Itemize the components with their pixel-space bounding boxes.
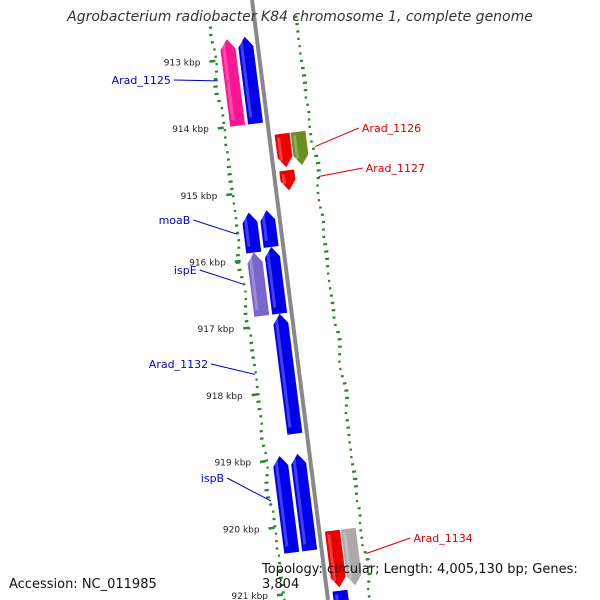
gene-arrow-highlight xyxy=(281,174,286,185)
gene-arrow xyxy=(238,36,263,125)
label-leader-line xyxy=(199,269,244,285)
gene-arrow xyxy=(291,453,318,552)
gene-arrow-highlight xyxy=(243,216,251,247)
gene-arrow-highlight xyxy=(277,137,283,162)
gc-skew-mark xyxy=(301,74,307,77)
gene-arrow xyxy=(340,527,362,586)
gene-arrow xyxy=(242,212,262,254)
ruler-tick-label: 918 kbp xyxy=(206,392,243,402)
gc-skew-mark xyxy=(367,565,372,568)
ruler-tick-label: 915 kbp xyxy=(181,192,218,202)
gc-skew-mark xyxy=(353,484,359,488)
gene-arrow-highlight xyxy=(266,250,277,308)
backbone-ring xyxy=(250,0,330,600)
gc-skew-mark xyxy=(264,488,269,492)
label-leader-line xyxy=(210,363,256,375)
gene-arrow-highlight xyxy=(343,532,352,580)
feature-label: Arad_1134 xyxy=(413,532,472,545)
gene-arrow-highlight xyxy=(274,459,289,547)
gene-arrow xyxy=(273,313,303,435)
ruler-tick-label: 920 kbp xyxy=(223,525,260,535)
gc-skew-mark xyxy=(352,477,358,481)
ruler-tick xyxy=(217,126,224,130)
gc-skew-mark xyxy=(365,557,370,561)
label-leader-line xyxy=(314,127,360,147)
feature-labels: Arad_1125 Arad_1126 Arad_1127 moaB ispE Arad_… xyxy=(112,74,473,554)
label-leader-line xyxy=(318,167,363,178)
gc-skew-mark xyxy=(367,572,372,576)
gene-arrow-highlight xyxy=(261,213,268,241)
ruler-tick xyxy=(209,59,216,63)
ruler-tick-label: 919 kbp xyxy=(214,459,251,469)
gene-arrow-highlight xyxy=(334,594,339,600)
accession-text: Accession: NC_011985 xyxy=(9,577,157,592)
gene-arrow xyxy=(260,210,279,248)
gene-arrow-highlight xyxy=(327,534,337,582)
gc-skew-mark xyxy=(316,169,321,172)
gc-skew-mark xyxy=(344,389,349,392)
backbone-line xyxy=(250,0,330,600)
gene-arrow xyxy=(332,589,349,600)
label-leader-line xyxy=(193,219,238,235)
feature-label: ispB xyxy=(201,472,224,485)
ruler-tick-label: 914 kbp xyxy=(172,125,209,135)
ruler-tick xyxy=(276,593,284,597)
gene-arrow xyxy=(220,39,246,127)
ruler-tick xyxy=(268,526,275,530)
feature-label: moaB xyxy=(159,214,191,227)
map-title: Agrobacterium radiobacter K84 chromosome… xyxy=(67,9,533,25)
gc-skew-track xyxy=(208,15,372,600)
label-leader-line xyxy=(173,79,218,82)
feature-label: Arad_1125 xyxy=(112,74,171,87)
gc-skew-mark xyxy=(213,85,218,88)
gc-skew-mark xyxy=(279,583,284,587)
gene-arrow xyxy=(274,132,293,168)
gene-arrow-highlight xyxy=(274,317,292,428)
gene-arrow-highlight xyxy=(221,42,235,120)
label-leader-line xyxy=(226,477,272,502)
gc-skew-mark xyxy=(277,569,283,572)
feature-track xyxy=(220,36,362,600)
gc-skew-mark xyxy=(302,81,308,85)
feature-label: Arad_1132 xyxy=(149,358,208,371)
gene-arrow-highlight xyxy=(292,457,307,545)
gene-arrow xyxy=(273,456,300,554)
feature-label: ispE xyxy=(174,264,197,277)
gc-skew-mark xyxy=(256,400,261,404)
ruler-tick-label: 921 kbp xyxy=(231,592,268,600)
gene-arrow-highlight xyxy=(292,135,299,160)
gc-skew-mark xyxy=(278,576,283,580)
gene-arrow-highlight xyxy=(248,256,259,310)
ruler-tick xyxy=(251,393,258,397)
gene-arrow xyxy=(324,529,346,588)
gc-skew-mark xyxy=(214,92,219,96)
gene-arrow xyxy=(279,169,296,191)
gc-skew-mark xyxy=(227,172,232,176)
gene-arrow-highlight xyxy=(239,40,253,118)
label-leader-line xyxy=(366,537,411,554)
gc-skew-mark xyxy=(324,250,329,253)
gc-skew-mark xyxy=(228,180,233,183)
ruler-tick xyxy=(234,259,241,263)
gene-arrow xyxy=(265,247,288,315)
ruler-tick-label: 916 kbp xyxy=(189,258,226,268)
gc-skew-mark xyxy=(235,261,241,265)
topology-text: Topology: circular; Length: 4,005,130 bp… xyxy=(262,562,578,592)
ruler-tick xyxy=(226,193,233,197)
gc-skew-mark xyxy=(265,496,271,499)
ruler-tick-label: 913 kbp xyxy=(164,58,201,68)
gc-skew-mark xyxy=(315,161,321,165)
gene-arrow xyxy=(247,252,270,317)
ruler-ticks: 913 kbp 914 kbp 915 kbp 916 kbp 917 kbp 918 k… xyxy=(164,58,284,600)
gene-arrow xyxy=(290,130,309,166)
feature-label: Arad_1127 xyxy=(366,162,425,175)
ruler-tick xyxy=(243,326,250,330)
ruler-tick xyxy=(259,459,267,464)
feature-label: Arad_1126 xyxy=(362,122,421,135)
ruler-tick-label: 917 kbp xyxy=(198,325,235,335)
